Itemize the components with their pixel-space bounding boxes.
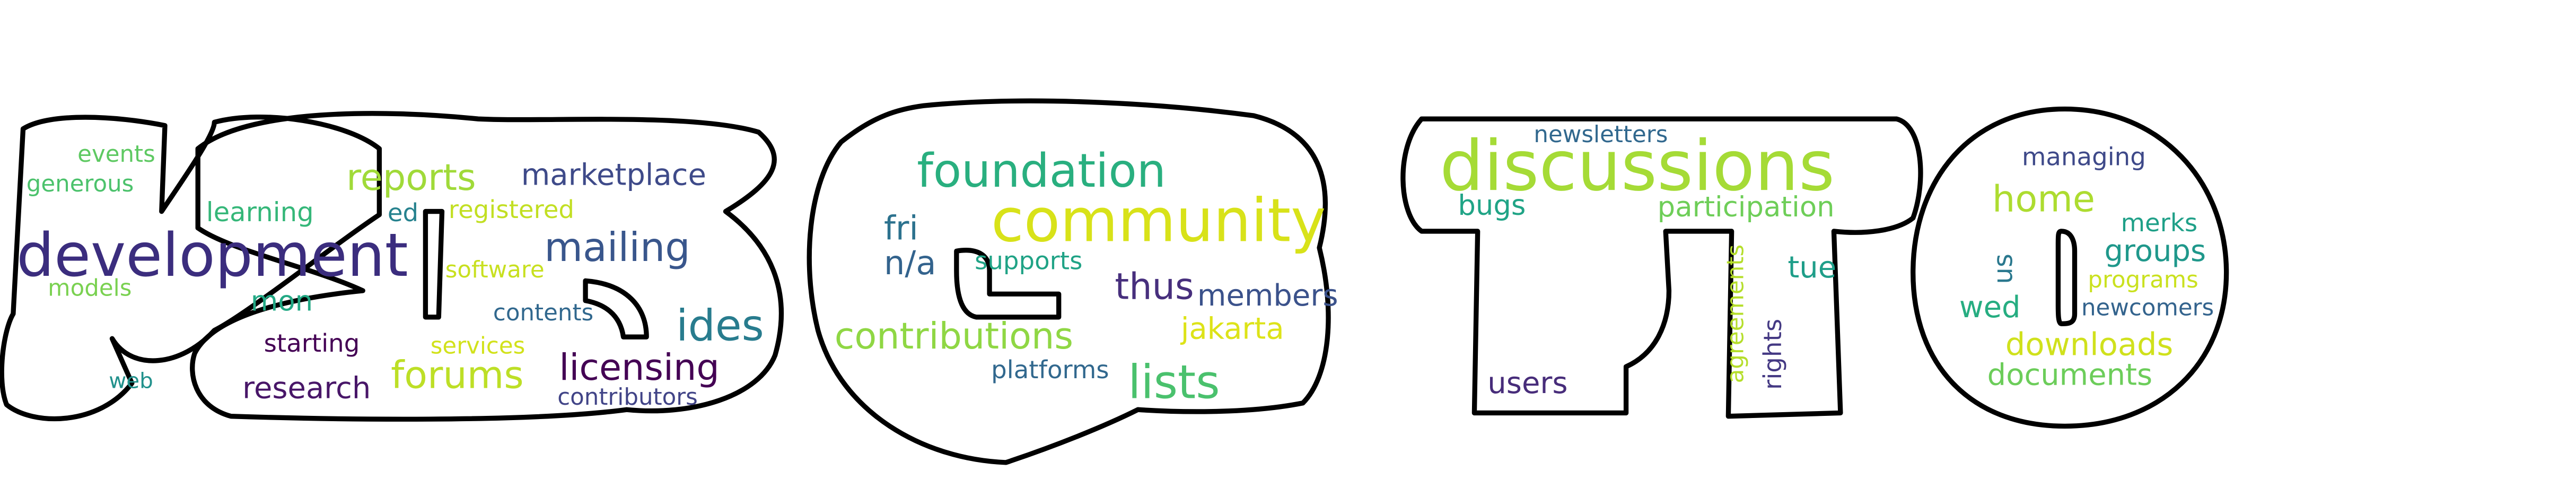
word-contributions: contributions: [835, 315, 1073, 358]
word-software: software: [445, 257, 545, 283]
word-n-a: n/a: [884, 243, 936, 282]
word-models: models: [48, 275, 132, 301]
word-agreements: agreements: [1722, 245, 1749, 384]
word-services: services: [431, 333, 525, 359]
word-lists: lists: [1128, 355, 1220, 409]
word-members: members: [1197, 278, 1338, 313]
word-research: research: [242, 371, 371, 405]
word-registered: registered: [449, 196, 574, 224]
word-contributors: contributors: [557, 384, 698, 411]
word-documents: documents: [1987, 358, 2153, 392]
word-starting: starting: [264, 329, 360, 358]
word-bugs: bugs: [1458, 189, 1526, 222]
word-discussions: discussions: [1440, 126, 1835, 206]
letter-outlines: [0, 98, 2229, 465]
word-mon: mon: [251, 285, 313, 317]
word-ides: ides: [676, 301, 764, 351]
word-users: users: [1487, 366, 1567, 400]
outline-q: [807, 98, 1331, 465]
word-supports: supports: [975, 247, 1082, 276]
word-rights: rights: [1759, 319, 1788, 390]
word-contents: contents: [493, 300, 593, 326]
word-community: community: [991, 187, 1326, 256]
word-ed: ed: [388, 199, 418, 228]
word-licensing: licensing: [559, 346, 720, 389]
word-foundation: foundation: [917, 144, 1166, 198]
word-home: home: [1992, 178, 2095, 221]
word-downloads: downloads: [2005, 326, 2173, 362]
word-platforms: platforms: [991, 356, 1109, 385]
word-development: development: [16, 221, 408, 290]
word-programs: programs: [2088, 267, 2198, 293]
word-mailing: mailing: [544, 224, 690, 271]
outline-t: [1400, 116, 1923, 419]
word-us: us: [1987, 254, 2018, 284]
outline-y: [0, 114, 382, 422]
word-participation: participation: [1658, 191, 1835, 223]
word-events: events: [77, 141, 155, 168]
words: development events generous learning ed …: [16, 121, 2214, 411]
word-thus: thus: [1115, 266, 1194, 308]
word-newcomers: newcomers: [2081, 295, 2214, 321]
word-forums: forums: [391, 353, 524, 397]
word-reports: reports: [346, 156, 476, 199]
word-groups: groups: [2105, 234, 2206, 268]
word-merks: merks: [2121, 209, 2198, 238]
word-marketplace: marketplace: [521, 158, 706, 193]
word-managing: managing: [2022, 143, 2146, 171]
word-web: web: [109, 368, 153, 394]
word-fri: fri: [884, 208, 918, 247]
word-tue: tue: [1788, 250, 1836, 285]
word-newsletters: newsletters: [1534, 121, 1668, 148]
word-learning: learning: [206, 197, 314, 228]
word-jakarta: jakarta: [1180, 311, 1284, 346]
word-wed: wed: [1959, 290, 2021, 325]
word-generous: generous: [27, 171, 134, 197]
outline-o: [1911, 106, 2229, 429]
outline-s: [190, 111, 784, 422]
